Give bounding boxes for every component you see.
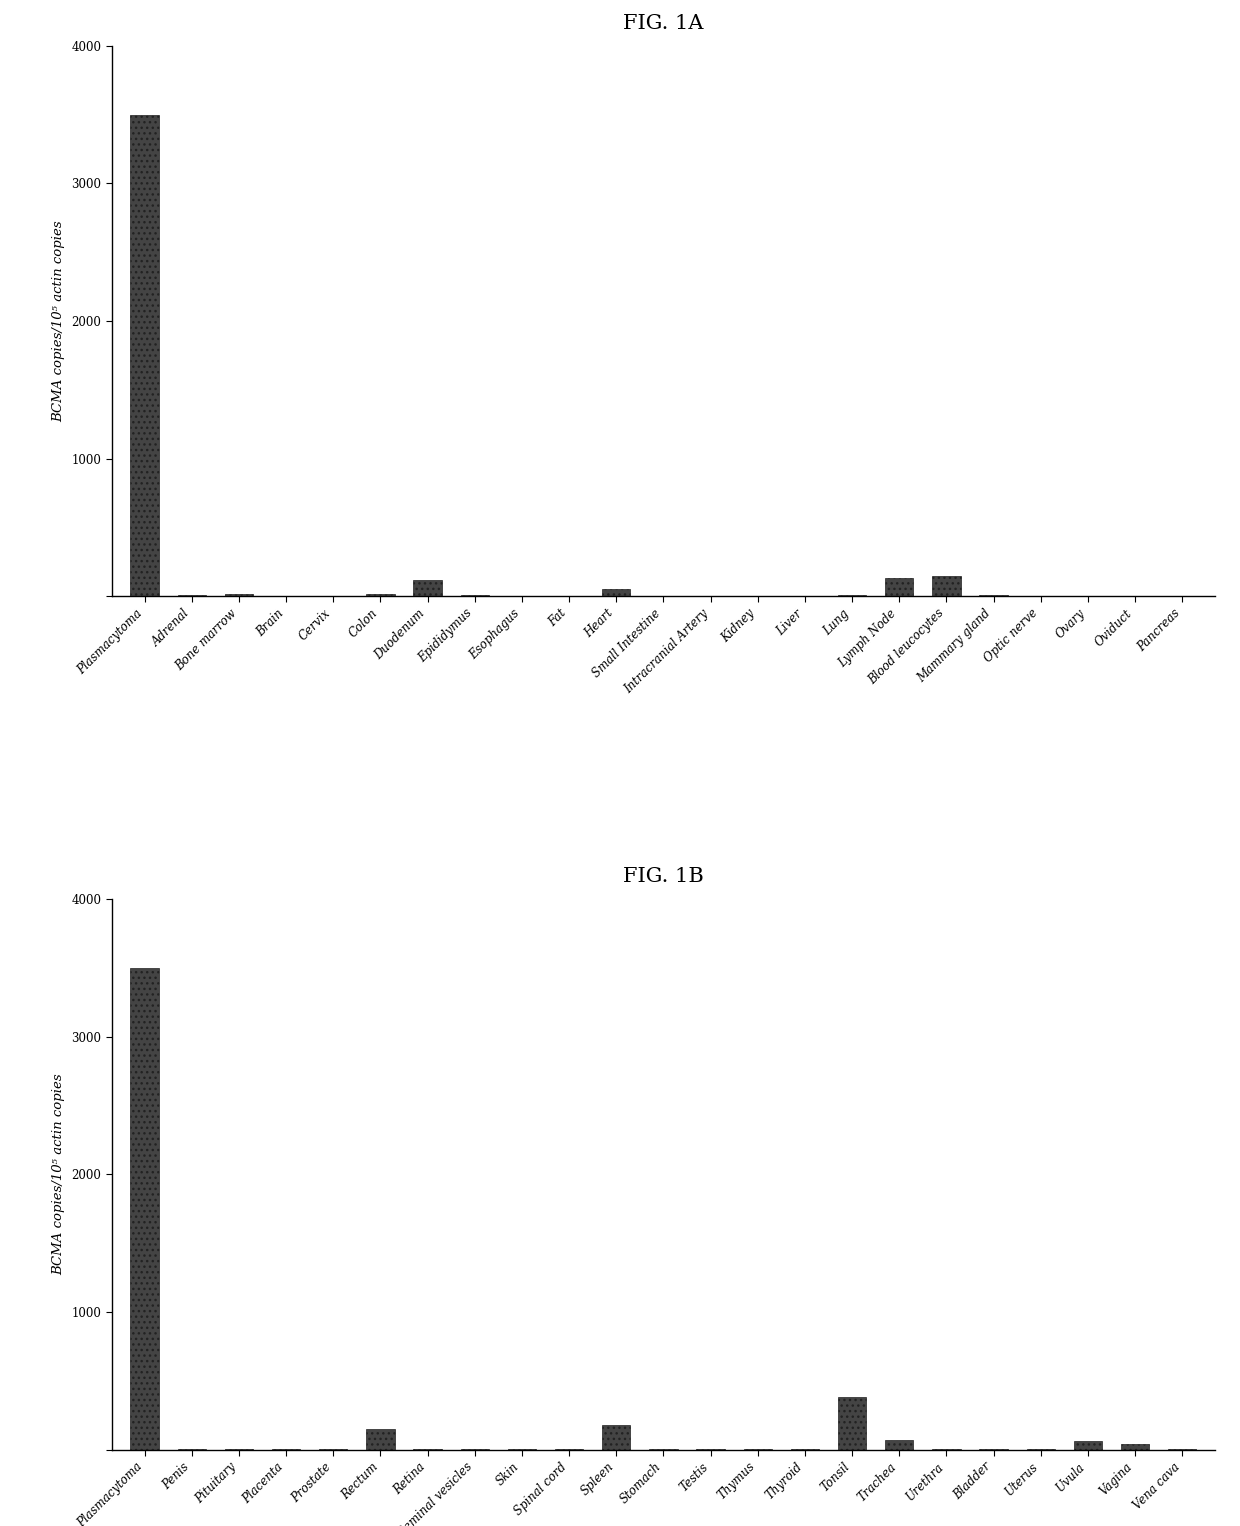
Title: FIG. 1B: FIG. 1B [622,867,704,887]
Bar [1121,1444,1149,1450]
Bar [838,1398,867,1450]
Bar [366,1428,394,1450]
Bar [130,967,159,1450]
Bar [603,1425,630,1450]
Bar [885,1441,914,1450]
Bar [1074,1442,1102,1450]
Bar [413,580,441,597]
Bar [603,589,630,597]
Bar [366,594,394,597]
Bar [130,114,159,597]
Bar [224,594,253,597]
Y-axis label: BCMA copies/10⁵ actin copies: BCMA copies/10⁵ actin copies [52,1074,66,1276]
Title: FIG. 1A: FIG. 1A [624,14,703,34]
Bar [932,575,961,597]
Bar [885,578,914,597]
Y-axis label: BCMA copies/10⁵ actin copies: BCMA copies/10⁵ actin copies [52,220,66,421]
